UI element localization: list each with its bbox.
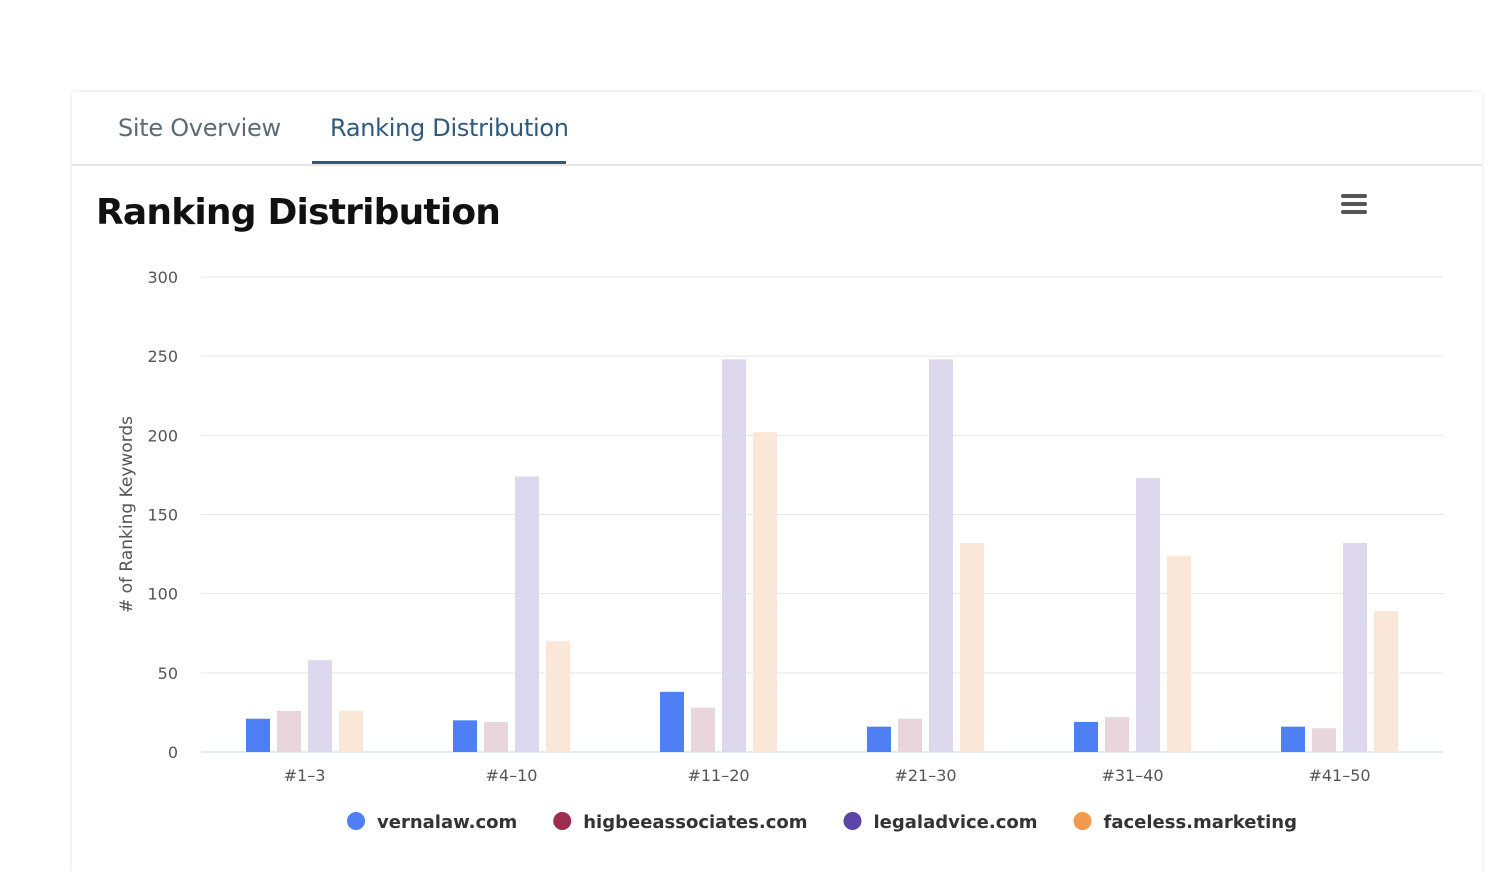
bar-faceless-marketing-1	[546, 641, 570, 752]
bar-legaladvice-com-3	[929, 359, 953, 752]
bar-legaladvice-com-4	[1136, 478, 1160, 752]
bar-vernalaw-com-2	[660, 691, 684, 752]
x-tick-label: #31–40	[1101, 766, 1163, 785]
legend-label: legaladvice.com	[873, 812, 1037, 833]
y-tick-label: 300	[147, 268, 178, 287]
section-title: Ranking Distribution	[96, 192, 501, 233]
bar-vernalaw-com-0	[246, 718, 270, 752]
legend-marker-vernalaw-com	[347, 812, 366, 830]
x-tick-label: #21–30	[894, 766, 956, 785]
bar-faceless-marketing-0	[339, 710, 363, 752]
tab-ranking-distribution[interactable]: Ranking Distribution	[330, 114, 569, 142]
y-tick-label: 100	[147, 585, 178, 604]
legend-marker-higbeeassociates-com	[553, 812, 572, 830]
y-tick-label: 150	[147, 506, 178, 525]
legend-label: higbeeassociates.com	[583, 812, 807, 833]
bar-vernalaw-com-1	[453, 720, 477, 752]
bar-legaladvice-com-0	[308, 660, 332, 752]
x-tick-label: #41–50	[1308, 766, 1370, 785]
legend-label: faceless.marketing	[1104, 812, 1297, 833]
bar-faceless-marketing-2	[753, 432, 777, 752]
legend-label: vernalaw.com	[377, 812, 517, 833]
legend-marker-faceless-marketing	[1073, 812, 1092, 830]
bar-legaladvice-com-5	[1343, 543, 1367, 752]
bar-legaladvice-com-1	[515, 476, 539, 752]
bar-vernalaw-com-5	[1281, 726, 1305, 752]
y-axis-title: # of Ranking Keywords	[117, 416, 137, 613]
x-tick-label: #4–10	[486, 766, 538, 785]
bar-faceless-marketing-3	[960, 543, 984, 752]
bar-higbeeassociates-com-5	[1312, 728, 1336, 752]
bar-faceless-marketing-5	[1374, 611, 1398, 752]
bar-vernalaw-com-4	[1074, 721, 1098, 752]
bar-legaladvice-com-2	[722, 359, 746, 752]
active-tab-indicator	[312, 161, 566, 164]
bar-vernalaw-com-3	[867, 726, 891, 752]
legend-marker-legaladvice-com	[843, 812, 862, 830]
y-tick-label: 50	[158, 664, 178, 683]
tab-bar: Site Overview Ranking Distribution	[72, 92, 1482, 166]
hamburger-menu-icon[interactable]	[1341, 194, 1367, 214]
bar-higbeeassociates-com-3	[898, 718, 922, 752]
bar-faceless-marketing-4	[1167, 555, 1191, 752]
bar-higbeeassociates-com-2	[691, 707, 715, 752]
tab-site-overview[interactable]: Site Overview	[118, 114, 281, 142]
x-tick-label: #11–20	[687, 766, 749, 785]
ranking-distribution-chart: 0 50 100 150 200 250 300 # of Ranking Keywords #…	[117, 268, 1443, 833]
bar-higbeeassociates-com-1	[484, 721, 508, 752]
y-tick-label: 200	[147, 426, 178, 445]
bar-higbeeassociates-com-0	[277, 710, 301, 752]
bar-higbeeassociates-com-4	[1105, 717, 1129, 752]
x-tick-label: #1–3	[284, 766, 326, 785]
y-tick-label: 250	[147, 347, 178, 366]
y-tick-label: 0	[168, 743, 178, 762]
